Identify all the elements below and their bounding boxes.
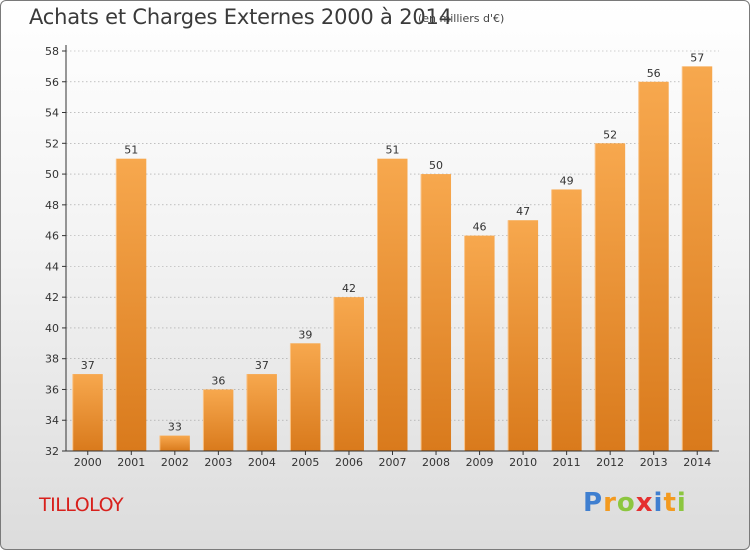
bar-2010 (508, 220, 539, 451)
logo-letter: P (583, 488, 604, 518)
bar-2014 (682, 66, 713, 451)
x-tick-label: 2006 (335, 456, 363, 469)
y-tick-label: 40 (45, 322, 59, 335)
data-label: 47 (516, 205, 530, 218)
y-tick-label: 44 (45, 260, 59, 273)
data-label: 36 (211, 374, 225, 387)
bar-2012 (595, 143, 626, 452)
x-tick-label: 2002 (161, 456, 189, 469)
data-label: 49 (560, 174, 574, 187)
bar-2000 (72, 374, 103, 451)
x-tick-label: 2004 (248, 456, 276, 469)
x-tick-label: 2010 (509, 456, 537, 469)
x-tick-label: 2008 (422, 456, 450, 469)
data-label: 57 (690, 51, 704, 64)
x-tick-label: 2000 (74, 456, 102, 469)
bar-2005 (290, 343, 321, 451)
y-tick-label: 58 (45, 45, 59, 58)
x-tick-label: 2013 (640, 456, 668, 469)
y-tick-label: 54 (45, 107, 59, 120)
y-tick-label: 42 (45, 291, 59, 304)
y-tick-label: 56 (45, 76, 59, 89)
x-tick-label: 2014 (683, 456, 711, 469)
logo-letter: o (616, 488, 636, 518)
data-label: 37 (81, 359, 95, 372)
y-tick-label: 48 (45, 199, 59, 212)
logo-letter: i (676, 488, 687, 518)
x-tick-label: 2009 (466, 456, 494, 469)
data-label: 51 (124, 144, 138, 157)
bar-2003 (203, 389, 234, 451)
data-label: 51 (386, 144, 400, 157)
bar-2004 (246, 374, 277, 451)
y-tick-label: 36 (45, 383, 59, 396)
proxiti-logo: Proxiti (583, 488, 687, 518)
y-tick-label: 50 (45, 168, 59, 181)
data-label: 33 (168, 421, 182, 434)
logo-letter: r (603, 488, 617, 518)
y-tick-label: 32 (45, 445, 59, 458)
chart-title: Achats et Charges Externes 2000 à 2014 (29, 5, 452, 29)
bar-2008 (421, 174, 452, 452)
x-tick-label: 2012 (596, 456, 624, 469)
data-label: 42 (342, 282, 356, 295)
bar-2011 (551, 189, 582, 451)
chart-unit: (en milliers d'€) (418, 12, 505, 25)
data-label: 50 (429, 159, 443, 172)
bar-2002 (159, 435, 190, 451)
bar-2001 (116, 158, 147, 451)
logo-letter: x (635, 488, 654, 518)
y-tick-label: 52 (45, 137, 59, 150)
data-label: 52 (603, 128, 617, 141)
commune-name: TILLOLOY (39, 494, 124, 516)
x-tick-label: 2005 (291, 456, 319, 469)
x-tick-label: 2011 (553, 456, 581, 469)
x-tick-label: 2007 (379, 456, 407, 469)
y-tick-label: 38 (45, 353, 59, 366)
bar-2006 (333, 297, 364, 451)
data-label: 46 (473, 221, 487, 234)
data-label: 37 (255, 359, 269, 372)
x-tick-label: 2001 (117, 456, 145, 469)
logo-letter: t (663, 488, 677, 518)
data-label: 39 (298, 328, 312, 341)
bar-2007 (377, 158, 408, 451)
bar-2013 (638, 81, 669, 452)
y-tick-label: 34 (45, 414, 59, 427)
bar-2009 (464, 235, 495, 451)
logo-letter: i (653, 488, 664, 518)
x-tick-label: 2003 (204, 456, 232, 469)
y-tick-label: 46 (45, 230, 59, 243)
data-label: 56 (647, 67, 661, 80)
